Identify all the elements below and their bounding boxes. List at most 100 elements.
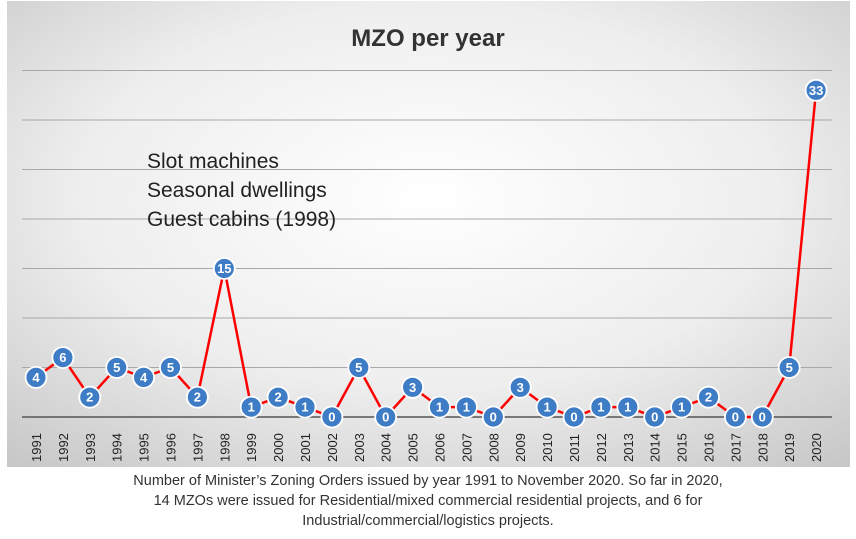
x-tick-label: 2010 bbox=[540, 433, 555, 462]
annotation-line: Seasonal dwellings bbox=[147, 179, 327, 202]
x-tick-label: 1995 bbox=[137, 433, 152, 462]
data-label: 1 bbox=[463, 400, 470, 415]
x-tick-label: 2006 bbox=[433, 433, 448, 462]
x-tick-label: 2018 bbox=[755, 433, 770, 462]
data-label: 0 bbox=[759, 410, 766, 425]
data-point bbox=[266, 385, 290, 409]
x-tick-label: 2007 bbox=[459, 433, 474, 462]
data-label: 5 bbox=[113, 360, 120, 375]
x-tick-label: 2008 bbox=[486, 433, 501, 462]
x-tick-label: 2000 bbox=[271, 433, 286, 462]
data-point bbox=[777, 356, 801, 379]
x-tick-label: 2005 bbox=[406, 433, 421, 462]
data-point bbox=[616, 395, 640, 419]
data-label: 5 bbox=[786, 360, 793, 375]
x-tick-label: 2014 bbox=[648, 433, 663, 462]
x-tick-label: 2001 bbox=[298, 433, 313, 462]
data-point bbox=[212, 257, 236, 280]
data-label: 6 bbox=[59, 350, 66, 365]
data-point bbox=[454, 395, 478, 419]
x-axis: 1991 1992 1993 1994 1995 1996 1997 1998 1999 2000… bbox=[22, 416, 832, 462]
data-label: 4 bbox=[32, 370, 40, 385]
data-point bbox=[159, 356, 182, 379]
caption-line: Number of Minister’s Zoning Orders issue… bbox=[133, 473, 723, 489]
x-tick-label: 1997 bbox=[190, 433, 205, 462]
data-label: 1 bbox=[597, 400, 604, 415]
caption-line: 14 MZOs were issued for Residential/mixe… bbox=[153, 493, 703, 509]
data-label: 1 bbox=[543, 400, 550, 415]
x-tick-label: 1993 bbox=[83, 433, 98, 462]
data-label: 2 bbox=[194, 390, 201, 405]
x-tick-label: 2015 bbox=[675, 433, 690, 462]
data-point bbox=[428, 395, 451, 419]
data-label: 0 bbox=[382, 410, 389, 425]
data-point bbox=[481, 405, 505, 429]
x-tick-label: 1992 bbox=[56, 433, 71, 462]
data-label: 33 bbox=[809, 83, 823, 98]
data-label: 2 bbox=[274, 390, 281, 405]
x-tick-label: 1999 bbox=[244, 433, 259, 462]
data-point bbox=[670, 395, 693, 419]
data-label: 4 bbox=[140, 370, 148, 385]
annotation-line: Slot machines bbox=[147, 150, 279, 173]
x-tick-label: 2002 bbox=[325, 433, 340, 462]
data-label: 3 bbox=[409, 380, 416, 395]
data-point bbox=[374, 405, 398, 429]
data-point bbox=[293, 395, 317, 419]
x-tick-label: 2012 bbox=[594, 433, 609, 462]
data-point bbox=[239, 395, 263, 419]
x-tick-label: 1991 bbox=[29, 433, 44, 462]
data-label: 5 bbox=[167, 360, 174, 375]
data-point bbox=[562, 405, 586, 429]
x-tick-label: 2009 bbox=[513, 433, 528, 462]
data-label: 1 bbox=[678, 400, 685, 415]
x-tick-label: 2004 bbox=[379, 433, 394, 462]
data-point bbox=[508, 375, 532, 399]
data-label: 15 bbox=[217, 261, 231, 276]
x-tick-label: 2019 bbox=[782, 433, 797, 462]
x-tick-label: 2013 bbox=[621, 433, 636, 462]
gridlines bbox=[22, 70, 832, 368]
data-label: 0 bbox=[328, 410, 335, 425]
data-point bbox=[589, 395, 613, 419]
data-label: 3 bbox=[517, 380, 524, 395]
data-label: 0 bbox=[732, 410, 739, 425]
data-point bbox=[643, 405, 667, 429]
data-label: 1 bbox=[301, 400, 308, 415]
data-point bbox=[51, 346, 75, 370]
data-label: 0 bbox=[490, 410, 497, 425]
annotation-line: Guest cabins (1998) bbox=[147, 208, 336, 231]
data-label: 0 bbox=[651, 410, 658, 425]
annotation: Slot machines Seasonal dwellings Guest cab… bbox=[147, 150, 336, 231]
x-tick-label: 2020 bbox=[809, 433, 824, 462]
data-point bbox=[401, 375, 425, 399]
caption-line: Industrial/commercial/logistics projects… bbox=[302, 513, 554, 529]
data-label: 0 bbox=[570, 410, 577, 425]
figure-caption: Number of Minister’s Zoning Orders issue… bbox=[40, 471, 816, 531]
data-label: 2 bbox=[86, 390, 93, 405]
data-point bbox=[697, 385, 720, 409]
data-point bbox=[804, 78, 828, 102]
data-point bbox=[78, 385, 102, 409]
data-point bbox=[750, 405, 774, 429]
x-tick-label: 2011 bbox=[567, 434, 582, 462]
data-point bbox=[105, 356, 129, 379]
data-label: 2 bbox=[705, 390, 712, 405]
data-point bbox=[185, 385, 209, 409]
data-label: 1 bbox=[624, 400, 631, 415]
data-point bbox=[347, 356, 371, 379]
x-tick-label: 2017 bbox=[728, 433, 743, 462]
data-point bbox=[24, 365, 48, 389]
data-label: 1 bbox=[436, 400, 443, 415]
data-point bbox=[724, 405, 747, 429]
chart-title: MZO per year bbox=[351, 25, 504, 52]
data-label: 1 bbox=[248, 400, 255, 415]
data-point bbox=[320, 405, 344, 429]
x-tick-label: 2016 bbox=[702, 433, 717, 462]
x-tick-label: 2003 bbox=[352, 433, 367, 462]
x-tick-label: 1994 bbox=[110, 433, 125, 462]
x-tick-label: 1996 bbox=[164, 433, 179, 462]
data-label: 5 bbox=[355, 360, 362, 375]
